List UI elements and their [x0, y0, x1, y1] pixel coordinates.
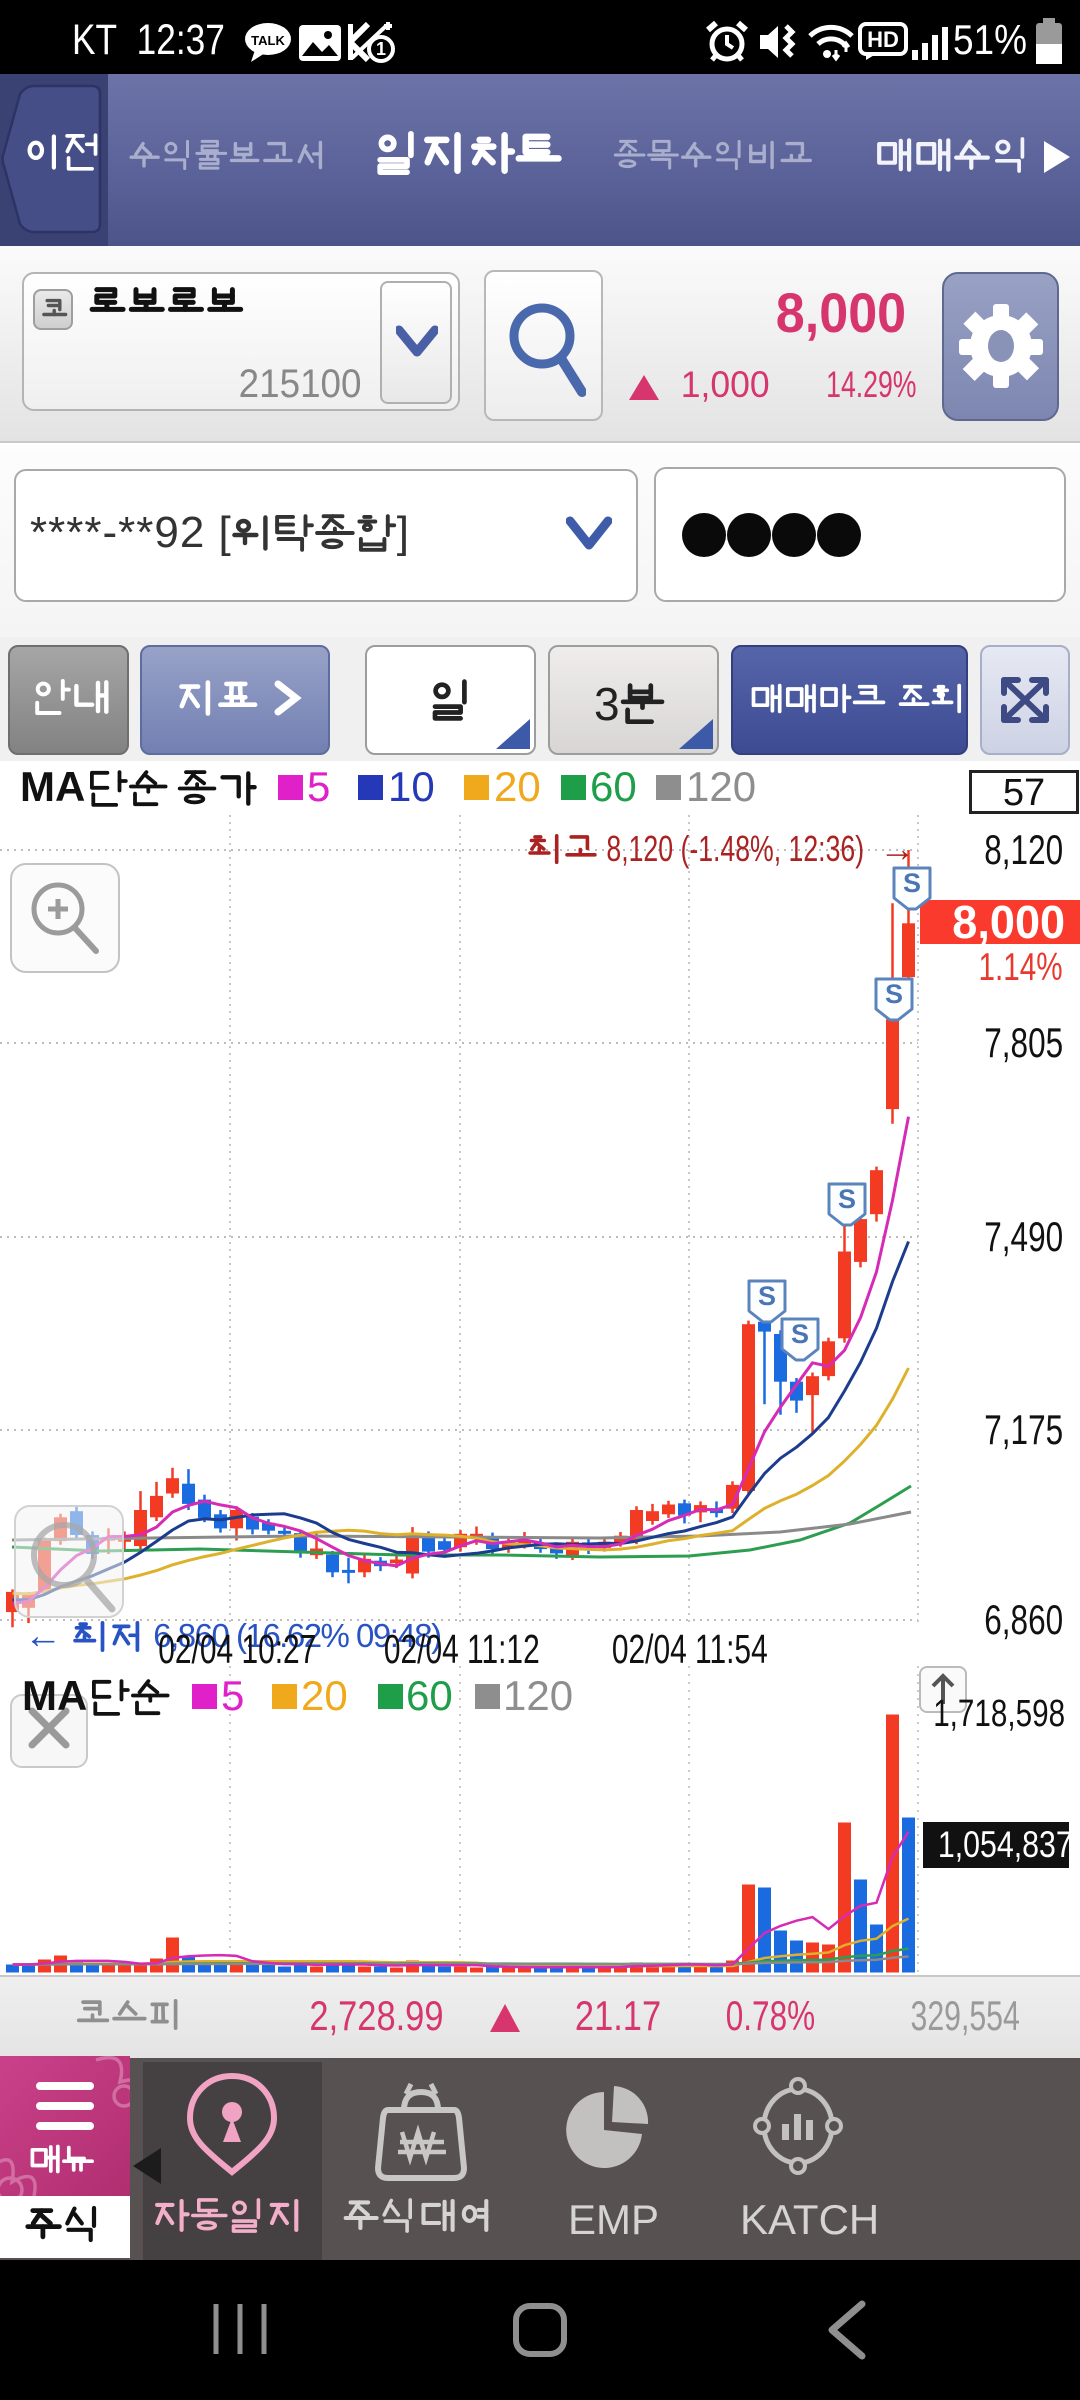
- svg-text:S: S: [838, 1184, 856, 1214]
- svg-text:S: S: [903, 868, 921, 898]
- svg-text:1: 1: [376, 39, 386, 59]
- svg-text:HD: HD: [867, 27, 899, 52]
- svg-text:TALK: TALK: [251, 33, 285, 48]
- svg-text:S: S: [791, 1319, 809, 1349]
- svg-text:S: S: [758, 1281, 776, 1311]
- svg-text:S: S: [885, 979, 903, 1009]
